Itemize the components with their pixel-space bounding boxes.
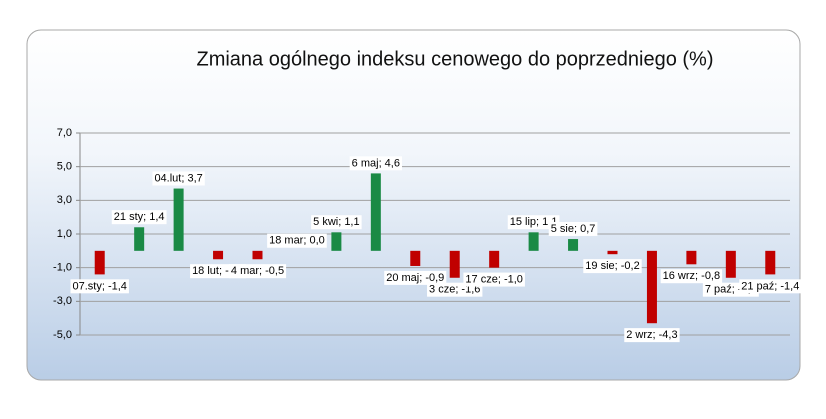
bar [725, 250, 736, 278]
bar [410, 250, 421, 266]
data-label: 04.lut; 3,7 [154, 172, 202, 184]
bar [94, 250, 105, 275]
y-tick-label: 7,0 [57, 127, 72, 139]
bar [607, 250, 618, 255]
data-label-box [660, 269, 723, 284]
data-label: 19 sie; -0,2 [585, 260, 639, 272]
bar [568, 239, 579, 251]
chart-title: Zmiana ogólnego indeksu cenowego do popr… [196, 48, 713, 70]
bar [686, 250, 697, 265]
data-label: 20 maj; -0,9 [386, 272, 444, 284]
data-label-box [384, 270, 447, 285]
bar [370, 173, 381, 251]
bar [765, 250, 776, 275]
bar [646, 250, 657, 324]
y-tick-label: -3,0 [53, 295, 72, 307]
data-label-box [507, 215, 560, 230]
chart-panel [26, 29, 801, 381]
data-label-box [463, 272, 525, 287]
data-label-box [70, 279, 129, 294]
data-label: 5 sie; 0,7 [551, 223, 596, 235]
data-label-box [267, 233, 327, 248]
data-label-box [583, 259, 642, 274]
data-label: 18 mar; 0,0 [269, 235, 325, 247]
data-label: 15 lip; 1,1 [510, 216, 558, 228]
data-label-box [624, 328, 680, 343]
data-label: 6 maj; 4,6 [352, 157, 400, 169]
data-label-box [311, 215, 362, 230]
data-label: 07.sty; -1,4 [73, 280, 127, 292]
data-label-box [349, 156, 402, 171]
bar [213, 250, 224, 260]
data-label: 16 wrz; -0,8 [663, 270, 720, 282]
data-label: 5 kwi; 1,1 [313, 216, 359, 228]
data-label-box [152, 171, 205, 186]
bar [331, 232, 342, 251]
y-tick-label: 3,0 [57, 194, 72, 206]
bar [134, 227, 145, 251]
bar [489, 250, 500, 268]
y-tick-label: 1,0 [57, 228, 72, 240]
y-tick-label: -1,0 [53, 262, 72, 274]
y-tick-label: 5,0 [57, 161, 72, 173]
data-label: 2 wrz; -4,3 [626, 329, 677, 341]
data-label-box [548, 221, 598, 236]
bar [528, 232, 539, 251]
data-label: 3 cze; -1,6 [429, 284, 480, 296]
y-tick-label: -5,0 [53, 329, 72, 341]
data-label: 21 sty; 1,4 [114, 211, 165, 223]
bar [449, 250, 460, 278]
data-label-box [739, 279, 802, 294]
data-label: 4 mar; -0,5 [231, 265, 284, 277]
data-label-box [228, 264, 287, 279]
bar [173, 188, 184, 251]
data-label-box [111, 210, 167, 225]
bar [252, 250, 263, 260]
data-label: 21 paź; -1,4 [741, 280, 799, 292]
data-label: 17 cze; -1,0 [465, 274, 522, 286]
